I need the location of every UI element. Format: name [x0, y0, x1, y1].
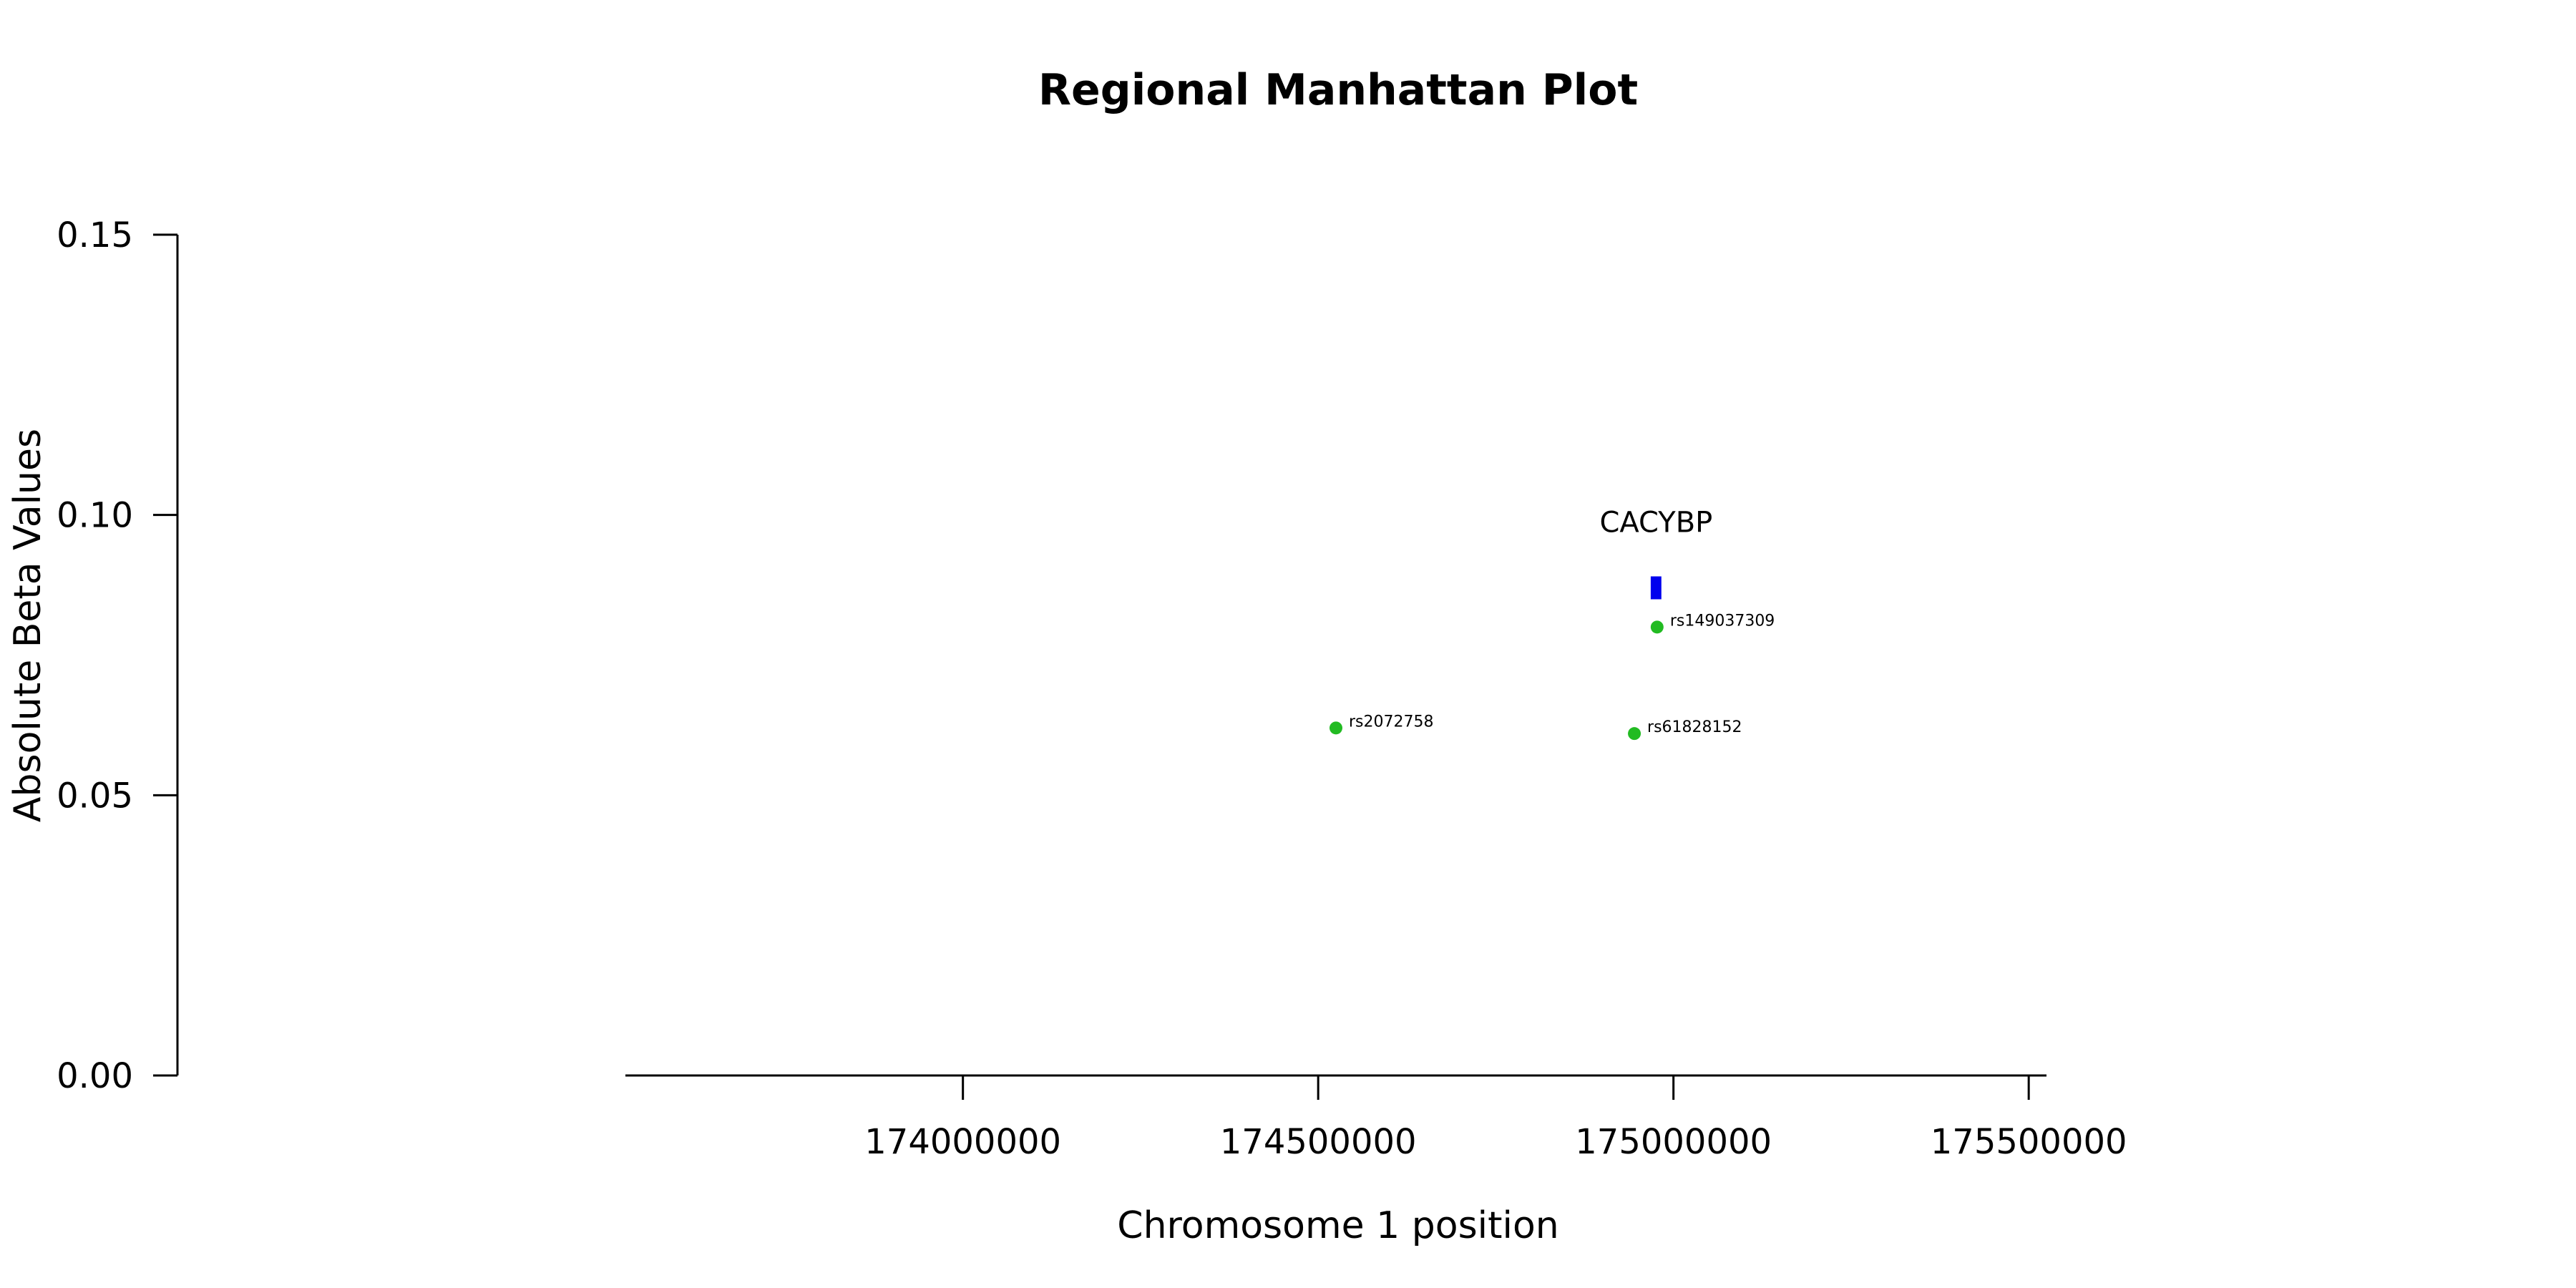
x-tick-label: 175000000 [1575, 1122, 1772, 1162]
y-tick-label: 0.10 [57, 496, 133, 536]
snp-points: rs2072758 rs61828152 rs149037309 [1330, 612, 1775, 741]
snp-label: rs149037309 [1670, 612, 1775, 630]
x-axis-ticks: 174000000 174500000 175000000 175500000 [864, 1075, 2127, 1162]
x-tick-label: 175500000 [1931, 1122, 2127, 1162]
snp-point [1650, 620, 1664, 634]
gene-markers: CACYBP [1599, 507, 1712, 600]
snp-point [1330, 721, 1342, 735]
snp-point [1628, 727, 1641, 741]
gene-marker [1650, 576, 1662, 600]
snp-label: rs2072758 [1349, 713, 1434, 731]
y-axis-label: Absolute Beta Values [6, 429, 49, 822]
snp-label: rs61828152 [1647, 718, 1742, 736]
x-tick-label: 174500000 [1220, 1122, 1417, 1162]
y-tick-label: 0.05 [57, 776, 133, 816]
y-axis-ticks: 0.00 0.05 0.10 0.15 [57, 215, 177, 1096]
x-tick-label: 174000000 [864, 1122, 1061, 1162]
x-axis-label: Chromosome 1 position [1117, 1204, 1558, 1247]
y-tick-label: 0.00 [57, 1056, 133, 1096]
gene-label: CACYBP [1599, 507, 1712, 540]
chart-title: Regional Manhattan Plot [1038, 65, 1638, 115]
y-tick-label: 0.15 [57, 215, 133, 255]
